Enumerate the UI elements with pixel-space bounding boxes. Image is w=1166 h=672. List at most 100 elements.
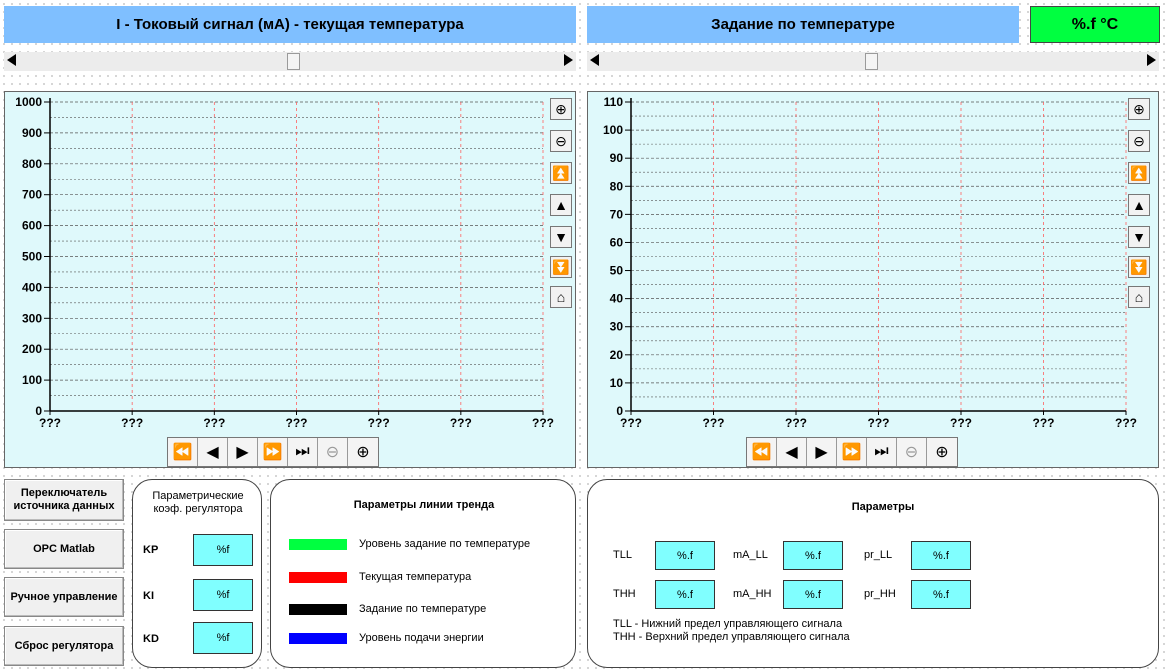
ma-hh-field[interactable]: %.f: [783, 580, 843, 609]
page-up-icon[interactable]: ⏫: [1128, 162, 1150, 184]
time-zoom-in-icon[interactable]: ⊕: [935, 444, 949, 461]
regulator-title: Параметрические коэф. регулятора: [152, 490, 244, 515]
y-tick-label: 50: [610, 264, 624, 278]
y-tick-label: 300: [22, 311, 42, 325]
right-title: Задание по температуре: [587, 6, 1019, 43]
x-tick-label: ???: [532, 416, 554, 430]
y-tick-label: 900: [22, 126, 42, 140]
x-tick-label: ???: [785, 416, 807, 430]
time-zoom-out-icon[interactable]: ⊖: [897, 438, 927, 466]
kd-field[interactable]: %f: [193, 622, 253, 654]
pr-ll-label: pr_LL: [864, 549, 893, 561]
y-tick-label: 500: [22, 250, 42, 264]
right-trend-chart: 1101009080706050403020100???????????????…: [603, 95, 1137, 430]
legend-label: Уровень задание по температуре: [359, 538, 531, 550]
pr-ll-field[interactable]: %.f: [911, 541, 971, 570]
scroll-down-icon[interactable]: ▼: [1128, 226, 1150, 248]
x-tick-label: ???: [368, 416, 390, 430]
y-tick-label: 800: [22, 157, 42, 171]
scroll-up-icon[interactable]: ▲: [550, 194, 572, 216]
y-tick-label: 0: [35, 404, 42, 418]
home-icon[interactable]: ⌂: [1128, 286, 1150, 308]
pr-hh-label: pr_HH: [864, 588, 896, 600]
scroll-right-arrow-icon[interactable]: [1147, 54, 1156, 66]
scroll-thumb[interactable]: [865, 53, 878, 70]
scroll-left-arrow-icon[interactable]: [7, 54, 16, 66]
skip-end-icon[interactable]: ⏭: [867, 438, 897, 466]
step-back-icon[interactable]: ◀: [198, 438, 228, 466]
source-switch-button[interactable]: Переключатель источника данных: [4, 479, 124, 521]
tll-field[interactable]: %.f: [655, 541, 715, 570]
home-icon[interactable]: ⌂: [550, 286, 572, 308]
fast-forward-icon[interactable]: ⏩: [258, 438, 288, 466]
y-tick-label: 400: [22, 280, 42, 294]
scroll-up-icon[interactable]: ▲: [1128, 194, 1150, 216]
y-tick-label: 700: [22, 188, 42, 202]
time-zoom-out-icon[interactable]: ⊖: [318, 438, 348, 466]
step-forward-icon[interactable]: ▶: [807, 438, 837, 466]
x-tick-label: ???: [868, 416, 890, 430]
x-tick-label: ???: [450, 416, 472, 430]
ma-hh-label: mA_HH: [733, 588, 772, 600]
rewind-icon[interactable]: ⏪: [747, 438, 777, 466]
y-tick-label: 70: [610, 207, 624, 221]
page-down-icon[interactable]: ⏬: [550, 256, 572, 278]
y-tick-label: 40: [610, 292, 624, 306]
thh-field[interactable]: %.f: [655, 580, 715, 609]
scroll-left-arrow-icon[interactable]: [590, 54, 599, 66]
x-tick-label: ???: [203, 416, 225, 430]
tll-note: TLL - Нижний предел управляющего сигнала: [613, 618, 843, 630]
legend-swatch: [289, 539, 347, 550]
step-back-icon[interactable]: ◀: [777, 438, 807, 466]
fast-forward-icon[interactable]: ⏩: [837, 438, 867, 466]
left-trend-chart: 10009008007006005004003002001000????????…: [15, 95, 554, 430]
y-tick-label: 20: [610, 348, 624, 362]
kd-label: KD: [143, 633, 159, 645]
kp-field[interactable]: %f: [193, 534, 253, 566]
ki-field[interactable]: %f: [193, 579, 253, 611]
y-tick-label: 600: [22, 219, 42, 233]
reset-regulator-button[interactable]: Сброс регулятора: [4, 626, 124, 666]
scroll-thumb[interactable]: [287, 53, 300, 70]
ma-ll-field[interactable]: %.f: [783, 541, 843, 570]
right-chart-panel: 110 100 90 80 70 60 50 40 30 20 10 0???????????????…: [587, 91, 1159, 468]
y-tick-label: 10: [610, 376, 624, 390]
regulator-panel: Параметрические коэф. регулятора KP %f K…: [132, 479, 262, 668]
y-tick-label: 1000: [15, 95, 42, 109]
y-tick-label: 100: [603, 123, 623, 137]
scroll-down-icon[interactable]: ▼: [550, 226, 572, 248]
thh-note: THH - Верхний предел управляющего сигнал…: [613, 631, 850, 643]
x-tick-label: ???: [121, 416, 143, 430]
time-zoom-in-icon[interactable]: ⊕: [356, 444, 370, 461]
left-chart-panel: 1000 900 800 700 600 500 400 300 200 100 0????????…: [4, 91, 576, 468]
rewind-icon[interactable]: ⏪: [168, 438, 198, 466]
legend-label: Уровень подачи энергии: [359, 632, 484, 644]
y-tick-label: 60: [610, 235, 624, 249]
y-tick-label: 80: [610, 179, 624, 193]
legend-swatch: [289, 633, 347, 644]
step-forward-icon[interactable]: ▶: [228, 438, 258, 466]
x-tick-label: ???: [703, 416, 725, 430]
ma-ll-label: mA_LL: [733, 549, 768, 561]
zoom-in-icon[interactable]: ⊕: [1128, 98, 1150, 120]
right-scrollbar[interactable]: [587, 52, 1159, 71]
scroll-right-arrow-icon[interactable]: [564, 54, 573, 66]
left-chart-nav-bar: ⏪ ◀ ▶ ⏩ ⏭ ⊖ ⊕: [167, 437, 379, 467]
pr-hh-field[interactable]: %.f: [911, 580, 971, 609]
x-tick-label: ???: [1033, 416, 1055, 430]
manual-control-button[interactable]: Ручное управление: [4, 577, 124, 617]
left-scrollbar[interactable]: [4, 52, 576, 71]
zoom-out-icon[interactable]: ⊖: [1128, 130, 1150, 152]
page-down-icon[interactable]: ⏬: [1128, 256, 1150, 278]
zoom-in-icon[interactable]: ⊕: [550, 98, 572, 120]
trend-params-panel: Параметры линии тренда Уровень задание п…: [270, 479, 576, 668]
page-up-icon[interactable]: ⏫: [550, 162, 572, 184]
opc-matlab-button[interactable]: OPC Matlab: [4, 529, 124, 569]
y-tick-label: 200: [22, 342, 42, 356]
kp-label: KP: [143, 544, 159, 556]
skip-end-icon[interactable]: ⏭: [288, 438, 318, 466]
params-title: Параметры: [851, 501, 915, 513]
y-tick-label: 110: [604, 95, 624, 109]
x-tick-label: ???: [286, 416, 308, 430]
zoom-out-icon[interactable]: ⊖: [550, 130, 572, 152]
